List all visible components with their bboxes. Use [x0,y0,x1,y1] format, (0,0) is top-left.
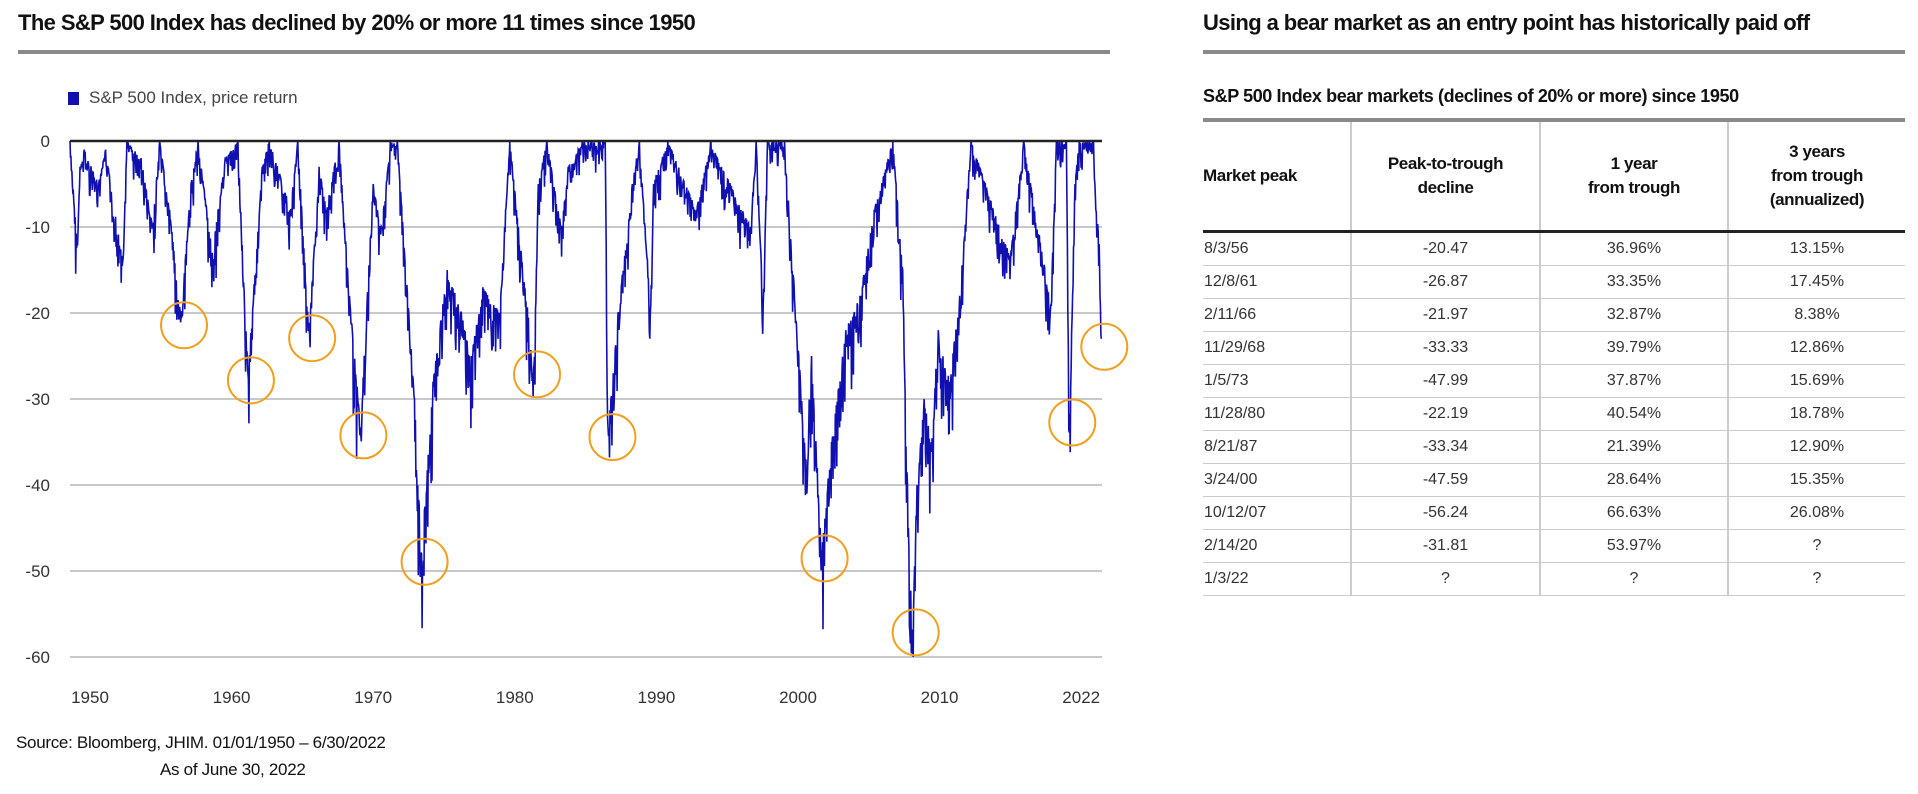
x-tick-label: 1980 [496,688,534,707]
table-cell: 26.08% [1727,496,1905,530]
trough-circle [588,413,637,462]
table-cell: 10/12/07 [1203,496,1351,530]
table-cell: -33.33 [1350,331,1540,365]
table-cell: 11/28/80 [1203,397,1351,431]
trough-circle [160,301,209,350]
trough-circle [1048,398,1097,447]
table-cell: 2/14/20 [1203,529,1351,563]
table-row: 1/5/73 -47.99 37.87% 15.69% [1203,364,1905,398]
drawdown-chart: 0 -10 -20 -30 -40 -50 -60 1950 1960 1970 1980 1990 2… [25,132,1129,707]
y-tick-label: 0 [41,132,50,151]
table-cell: 33.35% [1539,265,1728,299]
trough-circle [288,314,337,363]
table-cell: -47.59 [1350,463,1540,497]
table-row: 1/3/22??? [1203,562,1905,596]
trough-circle [400,537,449,586]
y-tick-label: -60 [25,648,50,667]
column-header: 1 year from trough [1539,122,1728,233]
table-cell: 37.87% [1539,364,1728,398]
x-tick-label: 1990 [637,688,675,707]
table-cell: -47.99 [1350,364,1540,398]
table-row: 11/28/80 -22.19 40.54% 18.78% [1203,397,1905,431]
x-tick-label: 1970 [354,688,392,707]
table-row: 3/24/00 -47.59 28.64% 15.35% [1203,463,1905,497]
title-divider [18,50,1110,54]
table-cell: 53.97% [1539,529,1728,563]
table-cell: 36.96% [1539,231,1728,266]
y-tick-label: -20 [25,304,50,323]
table-cell: 1/3/22 [1203,562,1351,596]
y-tick-label: -50 [25,562,50,581]
trough-circle [1080,322,1129,371]
column-header: 3 years from trough (annualized) [1727,122,1905,233]
table-cell: ? [1727,529,1905,563]
table-cell: 1/5/73 [1203,364,1351,398]
table-cell: -26.87 [1350,265,1540,299]
table-row: 10/12/07 -56.24 66.63% 26.08% [1203,496,1905,530]
table-cell: 12.90% [1727,430,1905,464]
table-cell: 40.54% [1539,397,1728,431]
table-title: S&P 500 Index bear markets (declines of … [1203,86,1739,106]
table-row: 11/29/68 -33.33 39.79% 12.86% [1203,331,1905,365]
column-header: Peak-to-trough decline [1350,122,1540,233]
table-cell: 13.15% [1727,231,1905,266]
chart-title: The S&P 500 Index has declined by 20% or… [18,10,696,35]
table-cell: 15.35% [1727,463,1905,497]
trough-circle [339,411,388,460]
table-title-divider [1203,118,1905,122]
bear-markets-table: Market peak Peak-to-trough decline 1 year … [1203,122,1905,596]
source-note: Source: Bloomberg, JHIM. 01/01/1950 – 6/… [16,733,386,752]
x-tick-label: 2022 [1062,688,1100,707]
table-cell: -21.97 [1350,298,1540,332]
table-cell: 28.64% [1539,463,1728,497]
table-row: 8/21/87 -33.34 21.39% 12.90% [1203,430,1905,464]
table-cell: 17.45% [1727,265,1905,299]
trough-circle [891,608,940,657]
table-cell: ? [1350,562,1540,596]
series-line [69,139,1103,658]
table-section-title: Using a bear market as an entry point ha… [1203,10,1810,35]
table-cell: 8/21/87 [1203,430,1351,464]
table-cell: 39.79% [1539,331,1728,365]
table-cell: 2/11/66 [1203,298,1351,332]
y-tick-label: -40 [25,476,50,495]
legend-swatch [68,91,79,105]
table-cell: ? [1727,562,1905,596]
x-tick-label: 2000 [779,688,817,707]
chart-legend: S&P 500 Index, price return [68,88,298,108]
table-cell: -33.34 [1350,430,1540,464]
column-header: Market peak [1203,122,1351,233]
table-cell: 11/29/68 [1203,331,1351,365]
x-tick-label: 1960 [213,688,251,707]
table-cell: ? [1539,562,1728,596]
x-tick-label: 2010 [921,688,959,707]
y-tick-label: -30 [25,390,50,409]
table-cell: 21.39% [1539,430,1728,464]
table-cell: -22.19 [1350,397,1540,431]
trough-circle [800,534,849,583]
table-cell: 18.78% [1727,397,1905,431]
table-cell: 3/24/00 [1203,463,1351,497]
table-cell: -20.47 [1350,231,1540,266]
table-cell: 12.86% [1727,331,1905,365]
table-row: 2/14/20 -31.81 53.97%? [1203,529,1905,563]
table-cell: 15.69% [1727,364,1905,398]
table-cell: 8/3/56 [1203,231,1351,266]
as-of-note: As of June 30, 2022 [160,760,306,779]
trough-circle [226,356,275,405]
table-cell: 8.38% [1727,298,1905,332]
table-cell: -56.24 [1350,496,1540,530]
table-cell: 66.63% [1539,496,1728,530]
y-tick-label: -10 [25,218,50,237]
table-cell: 32.87% [1539,298,1728,332]
legend-label: S&P 500 Index, price return [89,88,298,107]
table-row: 12/8/61 -26.87 33.35% 17.45% [1203,265,1905,299]
trough-circle [513,350,562,399]
table-cell: -31.81 [1350,529,1540,563]
table-row: 2/11/66 -21.97 32.87% 8.38% [1203,298,1905,332]
title-divider [1203,50,1905,54]
x-tick-label: 1950 [71,688,109,707]
table-cell: 12/8/61 [1203,265,1351,299]
table-row: 8/3/56 -20.47 36.96% 13.15% [1203,231,1905,266]
